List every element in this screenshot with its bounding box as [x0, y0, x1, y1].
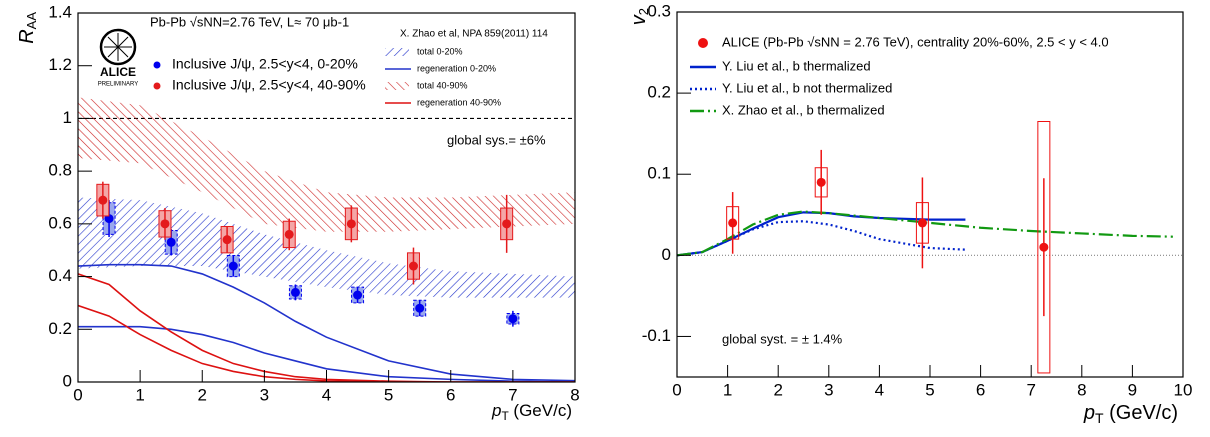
- alice-logo: ALICE PRELIMINARY: [98, 28, 139, 88]
- y-tick-label: 0.1: [647, 164, 671, 183]
- legend-marker: [153, 61, 161, 69]
- logo-text: ALICE: [100, 65, 136, 79]
- model-reference: X. Zhao et al, NPA 859(2011) 114: [400, 29, 548, 40]
- logo-ring: [99, 28, 137, 66]
- data-point: [166, 237, 176, 247]
- x-label-unit: (GeV/c): [509, 401, 572, 420]
- legend-label: regeneration 0-20%: [417, 63, 496, 73]
- x-label-unit: (GeV/c): [1104, 402, 1178, 424]
- x-tick-label: 9: [1128, 380, 1137, 399]
- data-point: [346, 219, 356, 229]
- legend-label: X. Zhao et al., b thermalized: [722, 102, 885, 117]
- data-point: [284, 229, 294, 239]
- y-tick-label: 0.4: [48, 266, 72, 285]
- data-point: [98, 195, 108, 205]
- y-tick-label: 1.4: [48, 2, 72, 21]
- x-tick-label: 7: [1026, 380, 1035, 399]
- data-point: [502, 219, 512, 229]
- x-label-sub: T: [501, 409, 508, 423]
- x-tick-label: 6: [976, 380, 985, 399]
- x-tick-label: 8: [1077, 380, 1086, 399]
- data-point: [160, 219, 170, 229]
- y-label-sub: AA: [24, 12, 39, 30]
- legend-label: Inclusive J/ψ, 2.5<y<4, 0-20%: [172, 56, 358, 72]
- x-label-main: p: [1083, 402, 1095, 424]
- y-axis-label: RAA: [16, 12, 39, 44]
- y-tick-label: 0: [662, 245, 671, 264]
- logo-subtext: PRELIMINARY: [98, 82, 139, 88]
- y-tick-label: 1.2: [48, 55, 72, 74]
- plot-area: [677, 210, 1183, 257]
- model-band: [78, 97, 575, 232]
- x-tick-label: 6: [446, 385, 455, 404]
- x-tick-label: 8: [570, 385, 579, 404]
- x-tick-label: 2: [773, 380, 782, 399]
- y-tick-label: -0.1: [642, 326, 671, 345]
- data-point: [1039, 242, 1049, 252]
- x-tick-label: 1: [723, 380, 732, 399]
- global-sys: global syst. = ± 1.4%: [722, 331, 843, 346]
- y-tick-label: 0: [63, 371, 72, 390]
- y-label-main: v: [628, 14, 650, 25]
- legend-marker: [698, 38, 708, 48]
- panel: 0 1 2 3 4 5 6 7 8 9 10-0.100.10.20.3pT (GeV/c)v2AL…: [628, 1, 1192, 425]
- x-tick-label: 3: [260, 385, 269, 404]
- x-axis-label: pT (GeV/c): [491, 401, 572, 423]
- data-point: [917, 218, 927, 228]
- y-tick-label: 0.6: [48, 213, 72, 232]
- model-curve: [677, 210, 1173, 257]
- y-tick-label: 0.3: [647, 1, 671, 20]
- x-tick-label: 0: [73, 385, 82, 404]
- y-label-sub: 2: [636, 8, 651, 15]
- y-label-main: R: [16, 29, 38, 43]
- x-tick-label: 3: [824, 380, 833, 399]
- legend-label: total 40-90%: [417, 80, 468, 90]
- header: Pb-Pb √sNN=2.76 TeV, L≈ 70 μb-1: [150, 14, 349, 29]
- x-tick-label: 10: [1174, 380, 1193, 399]
- legend-swatch: [385, 48, 409, 56]
- x-tick-label: 4: [875, 380, 884, 399]
- data-point: [228, 261, 238, 271]
- data-point: [290, 287, 300, 297]
- data-point: [816, 177, 826, 187]
- logo-rays: [104, 33, 132, 61]
- data-point: [728, 218, 738, 228]
- x-tick-label: 4: [322, 385, 331, 404]
- y-tick-label: 0.2: [647, 83, 671, 102]
- x-tick-label: 5: [384, 385, 393, 404]
- x-tick-label: 0: [672, 380, 681, 399]
- legend-label: Y. Liu et al., b thermalized: [722, 58, 871, 73]
- legend-label: regeneration 40-90%: [417, 97, 501, 107]
- legend-swatch: [385, 82, 409, 90]
- x-tick-label: 2: [198, 385, 207, 404]
- legend-label: Inclusive J/ψ, 2.5<y<4, 40-90%: [172, 77, 366, 93]
- y-tick-label: 0.8: [48, 161, 72, 180]
- y-tick-label: 0.2: [48, 319, 72, 338]
- data-point: [415, 303, 425, 313]
- panel: 0 1 2 3 4 5 6 7 8 0 0.2 0.4 0.6 0.8 1 1.2 1.4 pT (GeV/c) R…: [16, 2, 579, 423]
- data-point: [353, 290, 363, 300]
- x-axis-label: pT (GeV/c): [1083, 402, 1178, 425]
- data-point: [222, 235, 232, 245]
- x-tick-label: 5: [925, 380, 934, 399]
- data-point: [408, 261, 418, 271]
- legend-marker: [153, 82, 161, 90]
- y-tick-label: 1: [63, 108, 72, 127]
- x-label-main: p: [491, 401, 501, 420]
- legend-label: Y. Liu et al., b not thermalized: [722, 80, 892, 95]
- legend-label: total 0-20%: [417, 46, 463, 56]
- global-sys: global sys.= ±6%: [447, 132, 546, 147]
- sys-box: [1037, 121, 1051, 374]
- y-axis-label: v2: [628, 8, 651, 25]
- x-tick-label: 1: [135, 385, 144, 404]
- x-label-sub: T: [1095, 410, 1104, 426]
- x-tick-label: 7: [508, 385, 517, 404]
- data-point: [508, 314, 518, 324]
- legend-label: ALICE (Pb-Pb √sNN = 2.76 TeV), centralit…: [722, 34, 1109, 49]
- model-band: [78, 197, 575, 298]
